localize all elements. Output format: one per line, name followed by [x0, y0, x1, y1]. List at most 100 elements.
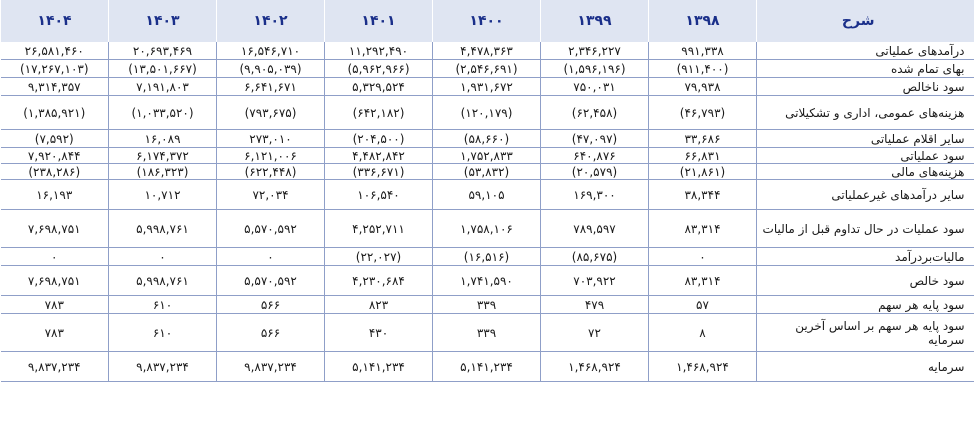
table-cell: ۸۳,۳۱۴	[648, 265, 757, 296]
table-cell: ۵۶۶	[216, 295, 325, 314]
table-cell: ۵۷	[648, 295, 757, 314]
table-cell: (۱۳,۵۰۱,۶۶۷)	[108, 59, 217, 78]
row-label: سود عملیات در حال تداوم قبل از مالیات	[756, 209, 974, 248]
table-row: سایر درآمدهای غیرعملیاتی ۳۸,۳۴۴ ۱۶۹,۳۰۰ …	[0, 179, 974, 210]
table-row: سود ناخالص ۷۹,۹۳۸ ۷۵۰,۰۳۱ ۱,۹۳۱,۶۷۲ ۵,۳۲…	[0, 77, 974, 96]
table-cell: (۶۴۲,۱۸۲)	[324, 95, 433, 130]
table-cell: ۶,۶۴۱,۶۷۱	[216, 77, 325, 96]
table-cell: ۱,۷۵۲,۸۳۳	[432, 147, 541, 164]
header-year: ۱۳۹۸	[648, 0, 757, 42]
table-cell: ۵,۹۹۸,۷۶۱	[108, 209, 217, 248]
table-row: هزینه‌های مالی (۲۱,۸۶۱) (۲۰,۵۷۹) (۵۳,۸۳۲…	[0, 163, 974, 180]
table-cell: ۳۳,۶۸۶	[648, 129, 757, 148]
row-label: سود پایه هر سهم	[756, 295, 974, 314]
table-cell: ۷,۹۲۰,۸۴۴	[0, 147, 109, 164]
table-cell: ۱,۴۶۸,۹۲۴	[540, 351, 649, 382]
table-cell: ۹۹۱,۳۳۸	[648, 42, 757, 60]
table-cell: ۱,۷۴۱,۵۹۰	[432, 265, 541, 296]
table-cell: ۷۸۳	[0, 295, 109, 314]
table-cell: ۵,۵۷۰,۵۹۲	[216, 209, 325, 248]
row-label: سود ناخالص	[756, 77, 974, 96]
table-cell: ۱۰۶,۵۴۰	[324, 179, 433, 210]
table-cell: ۴,۴۷۸,۳۶۳	[432, 42, 541, 60]
table-cell: ۸۲۳	[324, 295, 433, 314]
row-label: سود عملیاتی	[756, 147, 974, 164]
table-cell: ۱۶,۰۸۹	[108, 129, 217, 148]
table-cell: ۱۰,۷۱۲	[108, 179, 217, 210]
table-cell: (۱۸۶,۳۲۳)	[108, 163, 217, 180]
table-cell: ۴۳۰	[324, 313, 433, 352]
table-cell: ۱۶,۵۴۶,۷۱۰	[216, 42, 325, 60]
table-cell: (۲۰۴,۵۰۰)	[324, 129, 433, 148]
table-row: سرمایه ۱,۴۶۸,۹۲۴ ۱,۴۶۸,۹۲۴ ۵,۱۴۱,۲۳۴ ۵,۱…	[0, 351, 974, 382]
table-cell: ۷۰۳,۹۲۲	[540, 265, 649, 296]
row-label: بهای تمام شده	[756, 59, 974, 78]
table-row: سود عملیات در حال تداوم قبل از مالیات ۸۳…	[0, 209, 974, 248]
row-label: سرمایه	[756, 351, 974, 382]
table-cell: (۲۱,۸۶۱)	[648, 163, 757, 180]
table-row: بهای تمام شده (۹۱۱,۴۰۰) (۱,۵۹۶,۱۹۶) (۲,۵…	[0, 59, 974, 78]
table-cell: ۰	[216, 247, 325, 266]
table-cell: ۶۴۰,۸۷۶	[540, 147, 649, 164]
table-cell: (۵,۹۶۲,۹۶۶)	[324, 59, 433, 78]
table-cell: ۰	[648, 247, 757, 266]
table-cell: ۶,۱۷۴,۳۷۲	[108, 147, 217, 164]
table-cell: (۲۰,۵۷۹)	[540, 163, 649, 180]
table-cell: ۶,۱۲۱,۰۰۶	[216, 147, 325, 164]
table-row: سود خالص ۸۳,۳۱۴ ۷۰۳,۹۲۲ ۱,۷۴۱,۵۹۰ ۴,۲۳۰,…	[0, 265, 974, 296]
table-cell: ۷۵۰,۰۳۱	[540, 77, 649, 96]
table-cell: ۱,۷۵۸,۱۰۶	[432, 209, 541, 248]
table-cell: (۲,۵۴۶,۶۹۱)	[432, 59, 541, 78]
table-cell: ۳۸,۳۴۴	[648, 179, 757, 210]
table-cell: ۴,۲۵۲,۷۱۱	[324, 209, 433, 248]
row-label: درآمدهای عملیاتی	[756, 42, 974, 60]
table-cell: ۲۰,۶۹۳,۴۶۹	[108, 42, 217, 60]
header-year: ۱۴۰۰	[432, 0, 541, 42]
table-cell: (۲۲,۰۲۷)	[324, 247, 433, 266]
row-label: سایر اقلام عملیاتی	[756, 129, 974, 148]
table-cell: (۱,۳۸۵,۹۲۱)	[0, 95, 109, 130]
table-cell: ۵۶۶	[216, 313, 325, 352]
table-cell: (۱,۰۳۳,۵۲۰)	[108, 95, 217, 130]
table-cell: (۹۱۱,۴۰۰)	[648, 59, 757, 78]
table-cell: ۷,۶۹۸,۷۵۱	[0, 209, 109, 248]
table-cell: ۱۶,۱۹۳	[0, 179, 109, 210]
table-cell: ۹,۸۳۷,۲۳۴	[216, 351, 325, 382]
table-cell: ۹,۸۳۷,۲۳۴	[0, 351, 109, 382]
table-header-row: شرح ۱۳۹۸ ۱۳۹۹ ۱۴۰۰ ۱۴۰۱ ۱۴۰۲ ۱۴۰۳ ۱۴۰۴	[0, 0, 974, 42]
table-cell: (۱,۵۹۶,۱۹۶)	[540, 59, 649, 78]
table-cell: (۱۷,۲۶۷,۱۰۳)	[0, 59, 109, 78]
table-cell: (۴۶,۷۹۳)	[648, 95, 757, 130]
table-cell: ۷,۱۹۱,۸۰۳	[108, 77, 217, 96]
table-cell: ۳۳۹	[432, 313, 541, 352]
table-cell: (۲۳۸,۲۸۶)	[0, 163, 109, 180]
table-cell: ۸	[648, 313, 757, 352]
table-cell: ۶۱۰	[108, 313, 217, 352]
table-cell: ۷,۶۹۸,۷۵۱	[0, 265, 109, 296]
table-row: سود عملیاتی ۶۶,۸۳۱ ۶۴۰,۸۷۶ ۱,۷۵۲,۸۳۳ ۴,۴…	[0, 147, 974, 164]
table-cell: ۷۸۹,۵۹۷	[540, 209, 649, 248]
table-row: مالیات‌بردرآمد ۰ (۸۵,۶۷۵) (۱۶,۵۱۶) (۲۲,۰…	[0, 247, 974, 266]
table-cell: ۲۷۳,۰۱۰	[216, 129, 325, 148]
table-cell: (۶۲,۴۵۸)	[540, 95, 649, 130]
table-cell: ۷۲	[540, 313, 649, 352]
table-cell: ۴,۲۳۰,۶۸۴	[324, 265, 433, 296]
header-description: شرح	[756, 0, 974, 42]
row-label: سایر درآمدهای غیرعملیاتی	[756, 179, 974, 210]
income-statement-table: شرح ۱۳۹۸ ۱۳۹۹ ۱۴۰۰ ۱۴۰۱ ۱۴۰۲ ۱۴۰۳ ۱۴۰۴ د…	[0, 0, 974, 382]
table-cell: ۵,۳۲۹,۵۲۴	[324, 77, 433, 96]
table-cell: ۷۹,۹۳۸	[648, 77, 757, 96]
table-cell: (۱۶,۵۱۶)	[432, 247, 541, 266]
table-cell: (۵۳,۸۳۲)	[432, 163, 541, 180]
header-year: ۱۴۰۳	[108, 0, 217, 42]
table-cell: ۴,۴۸۲,۸۴۲	[324, 147, 433, 164]
table-cell: ۷۸۳	[0, 313, 109, 352]
table-cell: ۹,۳۱۴,۳۵۷	[0, 77, 109, 96]
header-year: ۱۴۰۴	[0, 0, 109, 42]
table-cell: (۳۳۶,۶۷۱)	[324, 163, 433, 180]
table-cell: ۵,۱۴۱,۲۳۴	[324, 351, 433, 382]
table-cell: ۸۳,۳۱۴	[648, 209, 757, 248]
table-cell: (۷۹۳,۶۷۵)	[216, 95, 325, 130]
table-row: سود پایه هر سهم ۵۷ ۴۷۹ ۳۳۹ ۸۲۳ ۵۶۶ ۶۱۰ ۷…	[0, 295, 974, 314]
